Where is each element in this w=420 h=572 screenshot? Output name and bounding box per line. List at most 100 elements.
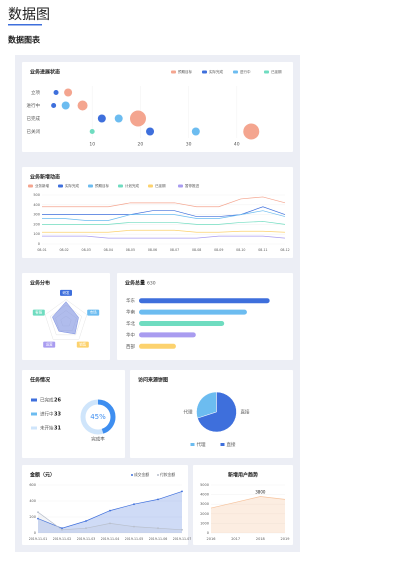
legend-label: 预期目标 [95,183,109,188]
y-tick-label: 100 [33,232,40,236]
y-tick-label: 1000 [200,521,209,525]
legend-label: 付款金额 [160,472,175,477]
line [42,206,286,217]
legend-label: 进行中 [240,69,251,74]
y-tick-label: 200 [33,222,40,226]
radar-label: 客服 [35,310,42,315]
bubble [77,100,88,111]
x-tick-label: 2019-11-05 [125,537,144,541]
y-tick-label: 500 [33,193,40,197]
legend-swatch [31,398,37,402]
line [42,235,286,239]
bar [139,298,270,304]
card [22,167,293,258]
row-value: 33 [54,412,61,418]
page-subtitle: 数据图表 [8,35,41,45]
bubble [191,127,200,136]
x-tick-label: 2019 [281,537,290,541]
y-tick-label: 300 [33,213,40,217]
legend-swatch [28,184,33,188]
pie-label: 代理 [184,409,193,416]
legend-dot [131,474,133,476]
chart-title: 业务进展状态 [30,69,60,76]
legend-swatch [220,443,225,446]
chart-title: 新增用户趋势 [228,472,258,479]
legend-label: 已延期 [155,183,166,188]
y-tick-label: 2000 [200,512,209,516]
bubble [53,90,59,95]
ring-caption: 完成率 [91,436,105,443]
x-tick-label: 08-09 [214,248,223,252]
y-tick-label: 0 [207,531,209,535]
bar [139,343,176,349]
radar-label-box [87,309,100,316]
y-tick-label: 5000 [200,483,209,487]
card [117,273,293,360]
x-tick-label: 2019-11-04 [101,537,120,541]
legend-label: 成交金额 [134,472,149,477]
line [42,210,286,221]
card [22,370,125,458]
legend-swatch [264,70,269,74]
radar-label: 市场 [90,310,97,315]
radar-label-box [60,289,72,296]
bar [139,332,196,338]
legend-swatch [31,426,37,430]
legend-label: 已延期 [271,69,282,74]
x-tick-label: 08-07 [170,248,179,252]
row-label: 已完成 [40,397,54,404]
y-category-label: 西部 [126,343,135,350]
y-tick-label: 400 [33,203,40,207]
x-tick-label: 40 [234,142,240,148]
area [38,512,182,533]
row-value: 26 [54,398,61,404]
legend-swatch [88,184,93,188]
line [42,196,286,208]
x-tick-label: 2019-11-03 [77,537,96,541]
x-tick-label: 2016 [207,537,216,541]
pie-label: 直接 [241,409,250,416]
y-category-label: 华北 [126,320,135,327]
x-tick-label: 08-05 [126,248,135,252]
chart-title: 业务新增动态 [30,174,60,181]
area [211,496,285,533]
y-tick-label: 200 [29,515,36,519]
point [181,528,183,531]
y-category-label: 已完成 [27,115,41,122]
x-tick-label: 2019-11-02 [53,537,72,541]
bubble [146,127,155,136]
bubble [64,88,73,97]
radar-label-box [32,309,45,316]
pie-slice [197,391,237,433]
legend-label: 直接 [227,441,236,448]
x-tick-label: 20 [138,142,144,148]
page-title: 数据图 [8,7,50,23]
legend-swatch [31,412,37,416]
chart-title: 金额（元） [29,472,55,479]
legend-label: 预期目标 [178,69,192,74]
area [38,491,182,533]
x-tick-label: 08-06 [148,248,157,252]
y-category-label: 华东 [126,297,135,304]
x-tick-label: 08-04 [104,248,113,252]
bubble [97,114,106,123]
point [133,525,135,528]
pie-slice [196,391,217,419]
point [181,490,183,493]
legend-dot [157,474,159,476]
y-tick-label: 3000 [200,502,209,506]
legend-label: 计划完成 [125,183,139,188]
line [42,229,286,233]
chart-title: 业务总量 [125,280,145,287]
x-tick-label: 10 [89,142,95,148]
y-category-label: 华中 [126,331,135,338]
x-tick-label: 2019-11-01 [29,537,48,541]
title-underline [8,24,42,26]
point [109,522,111,525]
x-tick-label: 08-08 [192,248,201,252]
legend-swatch [171,70,176,74]
x-tick-label: 08-01 [37,248,46,252]
legend-label: 代理 [197,441,206,448]
y-category-label: 华南 [126,309,135,316]
point [133,503,135,506]
